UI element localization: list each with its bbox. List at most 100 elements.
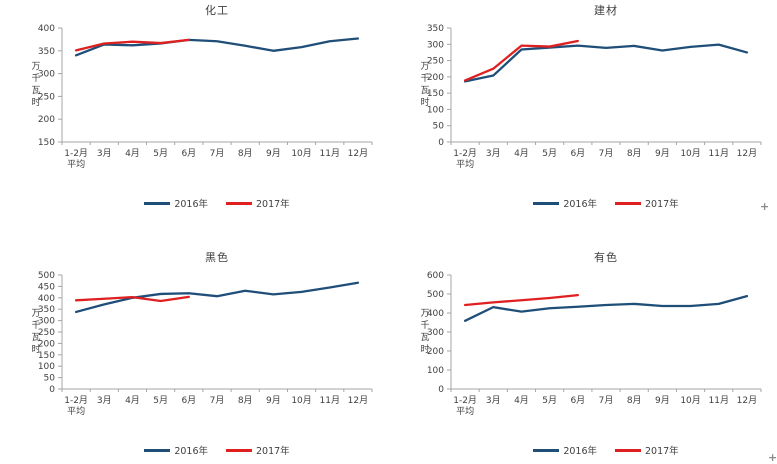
legend: 2016年 2017年	[62, 443, 372, 457]
legend-label-2016: 2016年	[174, 446, 208, 457]
x-tick-label: 5月	[542, 148, 557, 159]
chart-title: 有色	[594, 251, 618, 264]
y-tick-label: 100	[427, 366, 444, 376]
x-tick-label: 12月	[348, 395, 368, 406]
y-tick-label: 500	[427, 290, 444, 300]
y-tick-label: 400	[38, 294, 55, 304]
y-tick-label: 0	[438, 138, 444, 148]
legend-line-swatch-2016	[533, 201, 560, 205]
legend-label-2017: 2017年	[645, 199, 679, 210]
legend-item-2017: 2017年	[226, 196, 290, 210]
series-line-2017年	[463, 293, 579, 307]
x-tick-label: 9月	[655, 395, 670, 406]
legend-line-swatch-2016	[533, 448, 560, 452]
y-tick-label: 600	[427, 271, 444, 281]
x-tick-label: 1-2月	[64, 395, 88, 406]
y-tick-label: 350	[38, 47, 55, 57]
cell-cursor-corner-artifact: +	[768, 451, 777, 464]
x-tick-label: 7月	[210, 395, 225, 406]
x-tick-label: 8月	[238, 148, 253, 159]
y-tick-label: 0	[438, 385, 444, 395]
y-tick-label: 400	[38, 24, 55, 34]
x-tick-label: 10月	[291, 395, 311, 406]
x-tick-label: 1-2月	[453, 148, 477, 159]
legend-item-2016: 2016年	[533, 196, 597, 210]
x-tick-label: 3月	[486, 148, 501, 159]
x-tick-label: 12月	[348, 148, 368, 159]
x-tick-label: 7月	[210, 148, 225, 159]
x-tick-label: 11月	[320, 395, 340, 406]
y-tick-label: 250	[427, 57, 444, 67]
x-tick-label: 7月	[599, 395, 614, 406]
legend-line-swatch-2016	[144, 201, 171, 205]
x-tick-label: 平均	[67, 158, 85, 170]
legend-line-swatch-2016	[144, 448, 171, 452]
y-axis-title: 万 千 瓦 时	[31, 62, 41, 108]
chart-huagong: 化工 万 千 瓦 时 150 200 250 300 350 400 1-2月 平均 3月 4月 5…	[0, 0, 388, 215]
x-tick-label: 6月	[181, 395, 196, 406]
x-tick-label: 1-2月	[64, 148, 88, 159]
chart-heise: 黑色 万 千 瓦 时 0 50 100 150 200 250 300 350 400 450 50…	[0, 247, 388, 462]
chart-title: 化工	[205, 4, 229, 17]
x-tick-label: 5月	[153, 148, 168, 159]
legend-label-2017: 2017年	[256, 199, 290, 210]
y-tick-label: 400	[427, 309, 444, 319]
y-tick-label: 50	[44, 374, 56, 384]
x-tick-label: 1-2月	[453, 395, 477, 406]
y-tick-label: 0	[49, 385, 55, 395]
x-tick-label: 9月	[266, 395, 281, 406]
legend-item-2016: 2016年	[144, 196, 208, 210]
y-tick-label: 300	[427, 40, 444, 50]
legend-item-2016: 2016年	[533, 443, 597, 457]
x-tick-label: 11月	[709, 395, 729, 406]
x-tick-label: 6月	[181, 148, 196, 159]
legend-item-2017: 2017年	[615, 196, 679, 210]
x-tick-label: 8月	[238, 395, 253, 406]
series-line-2017年	[74, 38, 190, 52]
series-line-2017年	[463, 39, 579, 82]
series-line-2017年	[74, 295, 190, 303]
y-tick-label: 250	[38, 328, 55, 338]
x-tick-label: 7月	[599, 148, 614, 159]
x-tick-label: 8月	[627, 395, 642, 406]
y-tick-label: 100	[427, 105, 444, 115]
legend-line-swatch-2017	[226, 448, 252, 452]
y-tick-label: 450	[38, 282, 55, 292]
series-line-2016年	[74, 281, 360, 314]
legend-line-swatch-2017	[226, 201, 252, 205]
y-tick-label: 500	[38, 271, 55, 281]
x-tick-label: 9月	[266, 148, 281, 159]
chart-title: 黑色	[205, 251, 229, 264]
legend-label-2017: 2017年	[645, 446, 679, 457]
x-tick-label: 10月	[680, 395, 700, 406]
x-tick-label: 10月	[291, 148, 311, 159]
x-tick-label: 4月	[125, 395, 140, 406]
legend-label-2016: 2016年	[563, 199, 597, 210]
x-tick-label: 10月	[680, 148, 700, 159]
y-axis-title: 万 千 瓦 时	[420, 309, 430, 355]
y-tick-label: 50	[433, 122, 445, 132]
x-tick-label: 6月	[570, 148, 585, 159]
x-tick-label: 11月	[709, 148, 729, 159]
y-tick-label: 350	[38, 305, 55, 315]
x-tick-label: 3月	[97, 395, 112, 406]
y-tick-label: 300	[427, 328, 444, 338]
x-tick-label: 3月	[97, 148, 112, 159]
x-tick-label: 5月	[542, 395, 557, 406]
chart-youse: 有色 万 千 瓦 时 0 100 200 300 400 500 600 1-2月 平均 3月 4月…	[389, 247, 777, 462]
x-tick-label: 平均	[67, 405, 85, 417]
y-tick-label: 200	[427, 73, 444, 83]
y-tick-label: 150	[427, 89, 444, 99]
legend: 2016年 2017年	[451, 196, 761, 210]
y-axis-title: 万 千 瓦 时	[420, 62, 430, 108]
y-tick-label: 300	[38, 317, 55, 327]
y-tick-label: 150	[38, 351, 55, 361]
y-tick-label: 200	[427, 347, 444, 357]
y-tick-label: 350	[427, 24, 444, 34]
series-line-2016年	[463, 43, 749, 83]
y-tick-label: 250	[38, 92, 55, 102]
legend-item-2017: 2017年	[226, 443, 290, 457]
chart-jiancai: 建材 万 千 瓦 时 0 50 100 150 200 250 300 350 1-2月 平均 3月…	[389, 0, 777, 215]
legend-label-2016: 2016年	[563, 446, 597, 457]
